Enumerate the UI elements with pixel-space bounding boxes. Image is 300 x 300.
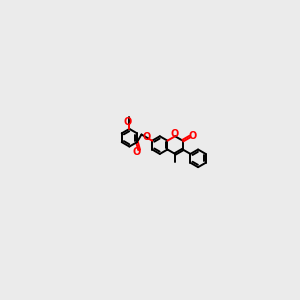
Text: O: O [132,147,141,157]
Text: O: O [188,131,196,142]
Text: O: O [124,117,132,127]
Text: O: O [142,132,151,142]
Text: O: O [171,129,179,139]
